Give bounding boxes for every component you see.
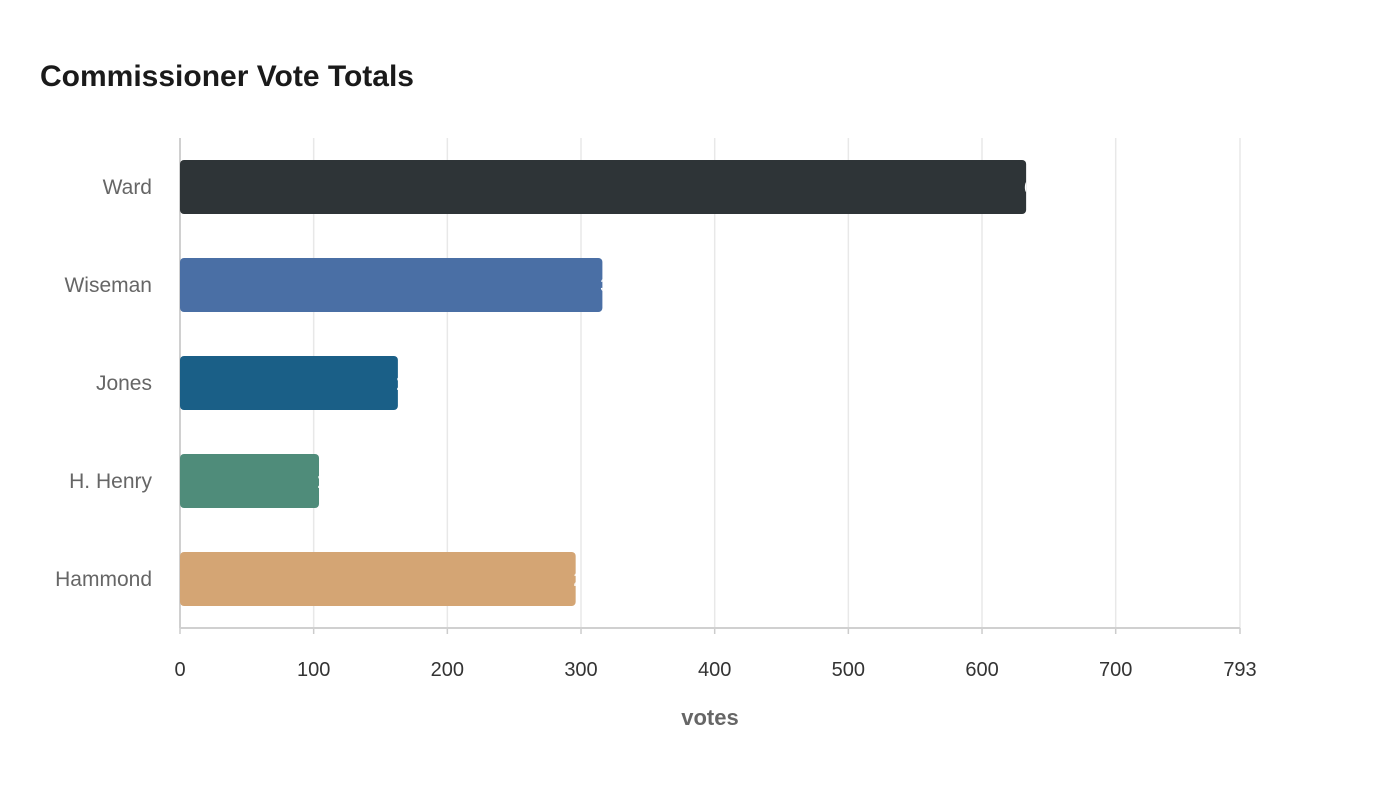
category-label: Wiseman	[64, 274, 152, 297]
bar	[180, 356, 398, 410]
category-label: Hammond	[55, 568, 152, 591]
bar-value-label: 316	[600, 275, 633, 297]
category-labels: Ward Wiseman Jones H. Henry Hammond	[55, 176, 152, 591]
bar-value-label: 104	[317, 471, 351, 493]
category-label: Ward	[103, 176, 152, 199]
chart-title: Commissioner Vote Totals	[40, 60, 414, 93]
bar-value-label: 633	[1024, 177, 1057, 199]
bar-value-label: 296	[574, 569, 607, 591]
bar-value-label: 163	[396, 373, 429, 395]
category-label: Jones	[96, 372, 152, 395]
bar	[180, 552, 576, 606]
x-tick-label: 200	[431, 659, 464, 681]
x-tick-label: 100	[297, 659, 330, 681]
x-tick-label: 300	[564, 659, 597, 681]
bar	[180, 258, 603, 312]
bar	[180, 454, 320, 508]
x-tick-label: 400	[698, 659, 731, 681]
x-tick-label: 600	[965, 659, 998, 681]
x-tick-label: 793	[1223, 659, 1256, 681]
x-tick-label: 0	[174, 659, 185, 681]
x-axis-title: votes	[681, 705, 738, 730]
x-tick-label: 500	[832, 659, 865, 681]
bar	[180, 160, 1027, 214]
bars: 633 316 163 104 296	[180, 160, 1057, 606]
gridlines	[312, 138, 1241, 628]
tick-labels: 0 100 200 300 400 500 600 700 793	[174, 659, 1256, 681]
category-label: H. Henry	[69, 470, 152, 493]
x-tick-label: 700	[1099, 659, 1132, 681]
